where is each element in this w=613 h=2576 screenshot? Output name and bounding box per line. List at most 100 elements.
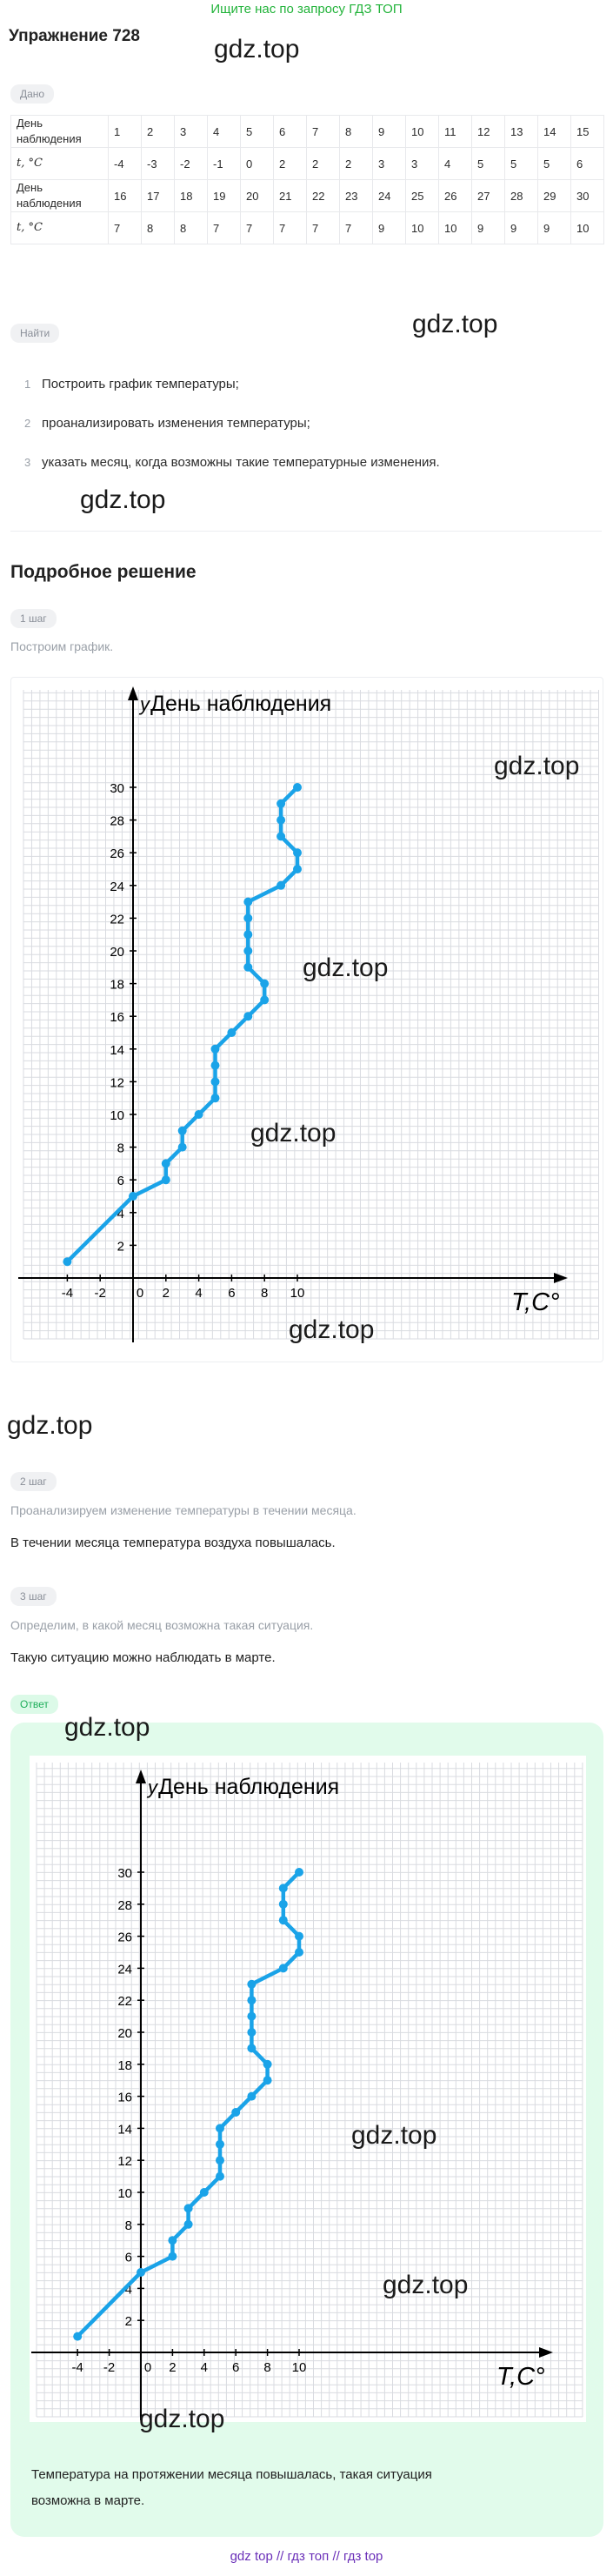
- table-cell: 18: [174, 179, 208, 212]
- y-tick-label: 18: [117, 2058, 132, 2073]
- data-point: [247, 2044, 257, 2053]
- data-point: [247, 2091, 257, 2101]
- step-3-muted: Определим, в какой месяц возможна такая …: [10, 1618, 314, 1632]
- x-tick-label: -2: [95, 1286, 106, 1301]
- table-row-days-2: День наблюдения 16 17 18 19 20 21 22 23 2…: [10, 179, 604, 212]
- data-point: [210, 1061, 220, 1070]
- step-1-text: Построим график.: [10, 639, 114, 653]
- data-point: [263, 2076, 272, 2085]
- table-cell: 3: [174, 115, 208, 148]
- step-2-muted: Проанализируем изменение температуры в т…: [10, 1503, 356, 1517]
- watermark: gdz.top: [494, 752, 580, 780]
- data-point: [210, 1077, 220, 1087]
- given-table: День наблюдения 1 2 3 4 5 6 7 8 9 10 11 1…: [10, 115, 604, 244]
- step-1-chip: 1 шаг: [10, 609, 57, 628]
- y-tick-label: 20: [117, 2026, 132, 2041]
- watermark: gdz.top: [383, 2271, 469, 2299]
- table-cell: 7: [306, 211, 340, 244]
- data-point: [194, 1110, 203, 1119]
- answer-chip: Ответ: [10, 1695, 58, 1714]
- y-tick-label: 16: [110, 1010, 124, 1025]
- table-cell: 5: [504, 147, 538, 180]
- answer-text: Температура на протяжении месяца повышал…: [31, 2467, 432, 2508]
- data-point: [247, 2028, 257, 2037]
- answer-graph: -4 -2 0 2 4 6 8 10 2 4 6 8 10 12 14 16 18 20 22 24 26 28 30 y Де…: [30, 1756, 586, 2422]
- solution-graph: -4 -2 0 2 4 6 8 10 2 4 6 8 10 12 14 16 18 20 22 24 26 28 30 y Де…: [10, 677, 603, 1362]
- data-point: [216, 2171, 224, 2181]
- data-point: [161, 1175, 170, 1185]
- data-point: [278, 1883, 288, 1893]
- y-tick-label: 30: [117, 1866, 132, 1881]
- data-point: [243, 913, 253, 923]
- table-cell: -4: [108, 147, 142, 180]
- footer-links: gdz top // гдз топ // гдз top: [0, 2549, 613, 2564]
- data-point: [63, 1257, 72, 1267]
- data-point: [177, 1142, 187, 1152]
- x-tick-label: 2: [169, 2360, 176, 2375]
- search-banner[interactable]: Ищите нас по запросу ГДЗ ТОП: [210, 2, 403, 17]
- watermark: gdz.top: [64, 1713, 150, 1742]
- table-cell: 22: [306, 179, 340, 212]
- given-chip: Дано: [10, 84, 55, 104]
- y-tick-label: 20: [110, 945, 124, 960]
- table-cell: 9: [471, 211, 505, 244]
- table-cell: 7: [339, 211, 373, 244]
- y-axis-label: День наблюдения: [150, 692, 331, 716]
- table-cell: 19: [207, 179, 241, 212]
- table-cell: 4: [207, 115, 241, 148]
- footer-link[interactable]: гдз топ: [287, 2549, 330, 2564]
- table-cell: 29: [537, 179, 571, 212]
- data-point: [293, 783, 302, 792]
- data-point: [210, 1094, 220, 1103]
- table-cell: 2: [273, 147, 307, 180]
- data-point: [137, 2268, 145, 2277]
- table-cell: 15: [570, 115, 604, 148]
- y-tick-label: 2: [125, 2314, 132, 2329]
- data-point: [216, 2124, 224, 2133]
- step-3-chip: 3 шаг: [10, 1587, 57, 1606]
- y-tick-label: 12: [117, 2154, 132, 2169]
- table-cell: 2: [306, 147, 340, 180]
- x-tick-label: -4: [72, 2360, 83, 2375]
- data-point: [216, 2156, 224, 2165]
- footer-link[interactable]: gdz top: [230, 2549, 273, 2564]
- y-tick-label: 6: [117, 1174, 124, 1188]
- x-tick-label: 4: [201, 2360, 208, 2375]
- x-tick-label: 4: [195, 1286, 202, 1301]
- table-cell: 7: [207, 211, 241, 244]
- footer-link[interactable]: гдз top: [343, 2549, 383, 2564]
- x-tick-label: 6: [232, 2360, 239, 2375]
- table-cell: -2: [174, 147, 208, 180]
- table-cell: 28: [504, 179, 538, 212]
- table-cell: 9: [504, 211, 538, 244]
- x-tick-label: -4: [62, 1286, 73, 1301]
- table-row-temps-1: t, °C -4 -3 -2 -1 0 2 2 2 3 3 4 5 5 5 6: [10, 147, 604, 180]
- table-cell: 7: [273, 211, 307, 244]
- y-tick-label: 4: [117, 1207, 124, 1221]
- data-point: [260, 979, 270, 988]
- table-cell: 9: [372, 211, 406, 244]
- x-tick-label: 0: [137, 1286, 143, 1301]
- data-point: [247, 1979, 257, 1989]
- table-cell: 8: [174, 211, 208, 244]
- data-point: [278, 1899, 288, 1909]
- y-tick-label: 4: [125, 2282, 132, 2297]
- data-point: [243, 1012, 253, 1021]
- table-cell: 17: [141, 179, 175, 212]
- data-point: [243, 947, 253, 955]
- table-row-days-1: День наблюдения 1 2 3 4 5 6 7 8 9 10 11 1…: [10, 115, 604, 148]
- x-axis-arrow: [554, 1273, 568, 1283]
- y-tick-label: 30: [110, 781, 124, 796]
- table-cell: 23: [339, 179, 373, 212]
- table-cell: 3: [405, 147, 439, 180]
- data-point: [243, 897, 253, 907]
- table-cell: 3: [372, 147, 406, 180]
- y-tick-label: 22: [117, 1994, 132, 2009]
- data-point: [277, 880, 286, 890]
- table-cell: 8: [141, 211, 175, 244]
- data-point: [183, 2204, 193, 2213]
- table-cell: 14: [537, 115, 571, 148]
- table-cell: 11: [438, 115, 472, 148]
- x-tick-label: 2: [163, 1286, 170, 1301]
- x-tick-label: -2: [103, 2360, 115, 2375]
